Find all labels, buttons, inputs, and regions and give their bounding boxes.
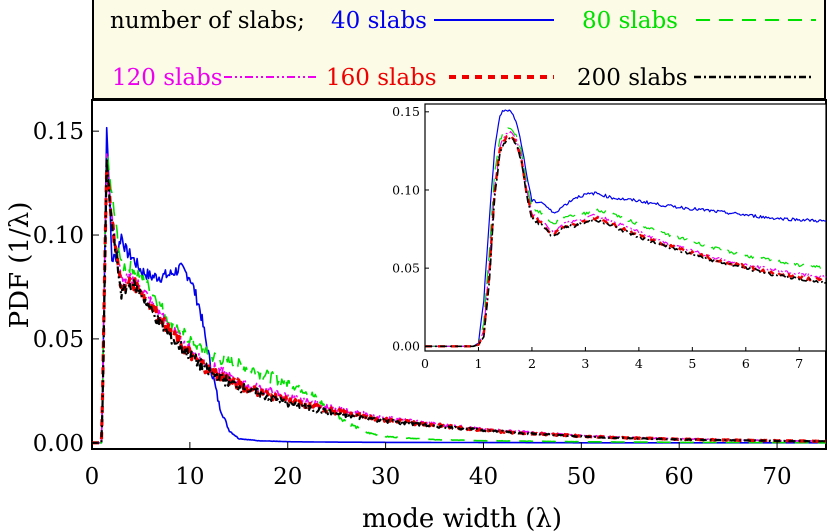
main-xtick-label: 50 bbox=[567, 464, 596, 490]
main-series-200-slabs bbox=[91, 157, 827, 444]
main-xtick-label: 30 bbox=[371, 464, 400, 490]
inset-xtick-label: 1 bbox=[474, 356, 482, 371]
main-series-80-slabs bbox=[92, 154, 826, 444]
main-xtick-label: 60 bbox=[665, 464, 694, 490]
main-xlabel: mode width (λ) bbox=[362, 504, 562, 532]
main-ytick-label: 0.15 bbox=[33, 119, 84, 145]
main-ytick-label: 0.00 bbox=[33, 431, 84, 457]
legend-box: number of slabs; 40 slabs 80 slabs 120 s… bbox=[92, 0, 826, 100]
inset-series-40-slabs bbox=[425, 109, 827, 347]
legend-label-120-slabs: 120 slabs bbox=[112, 65, 223, 91]
inset-xtick-label: 5 bbox=[688, 356, 696, 371]
legend-header: number of slabs; bbox=[110, 8, 305, 34]
main-ytick-label: 0.05 bbox=[33, 327, 84, 353]
main-xtick-label: 70 bbox=[762, 464, 791, 490]
inset-series-80-slabs bbox=[425, 127, 827, 347]
legend-label-80-slabs: 80 slabs bbox=[582, 8, 678, 34]
main-xtick-label: 0 bbox=[85, 464, 100, 490]
inset-series-200-slabs bbox=[425, 136, 827, 348]
inset-xtick-label: 4 bbox=[635, 356, 643, 371]
inset-xtick-label: 0 bbox=[421, 356, 429, 371]
inset-xtick-label: 7 bbox=[795, 356, 803, 371]
inset-xtick-label: 3 bbox=[581, 356, 589, 371]
inset-ytick-label: 0.00 bbox=[392, 339, 420, 354]
main-xtick-label: 20 bbox=[273, 464, 302, 490]
legend-label-40-slabs: 40 slabs bbox=[331, 8, 427, 34]
inset-ytick-label: 0.15 bbox=[392, 104, 420, 119]
main-xtick-label: 40 bbox=[469, 464, 498, 490]
inset-ytick-label: 0.10 bbox=[392, 182, 420, 197]
legend-swatches bbox=[224, 19, 816, 79]
inset-xtick-label: 6 bbox=[742, 356, 750, 371]
legend-label-200-slabs: 200 slabs bbox=[577, 65, 688, 91]
inset-plot: 0 1 2 3 4 5 6 7 0.00 0.05 0.10 0.15 bbox=[392, 103, 827, 371]
inset-xtick-label: 2 bbox=[528, 356, 536, 371]
legend-label-160-slabs: 160 slabs bbox=[326, 65, 437, 91]
main-ylabel: PDF (1/λ) bbox=[5, 202, 35, 329]
inset-ytick-label: 0.05 bbox=[392, 261, 420, 276]
main-ytick-label: 0.10 bbox=[33, 223, 84, 249]
main-xtick-label: 10 bbox=[175, 464, 204, 490]
